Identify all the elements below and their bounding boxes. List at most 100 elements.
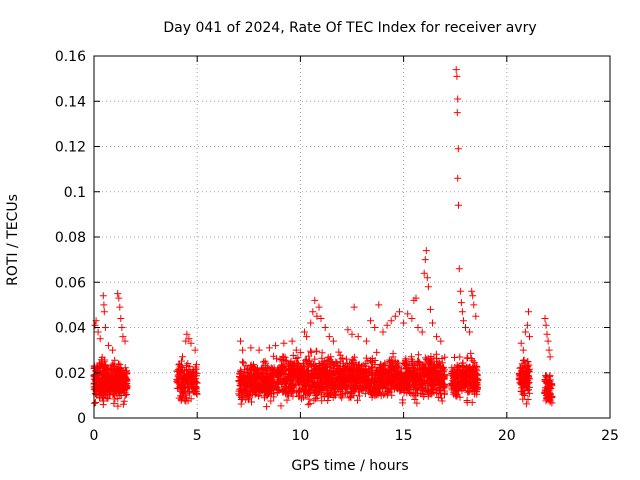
- data-point: [111, 388, 119, 396]
- data-point: [342, 372, 350, 380]
- data-point: [543, 330, 551, 338]
- data-point: [329, 337, 337, 345]
- data-point: [348, 360, 356, 368]
- data-point: [278, 367, 286, 375]
- data-point: [100, 371, 108, 379]
- data-point: [469, 292, 477, 300]
- data-point: [400, 319, 408, 327]
- data-point: [306, 386, 313, 393]
- data-point: [463, 398, 471, 406]
- data-point: [103, 372, 111, 380]
- data-point: [427, 390, 435, 398]
- data-point: [348, 330, 356, 338]
- data-point: [419, 376, 427, 384]
- data-point: [315, 360, 323, 367]
- data-point: [356, 376, 364, 384]
- data-point: [296, 392, 303, 400]
- data-point: [340, 364, 348, 372]
- data-point: [544, 390, 552, 398]
- data-point: [430, 354, 438, 362]
- data-point: [387, 317, 395, 325]
- data-point: [307, 319, 315, 327]
- data-point: [544, 337, 552, 345]
- data-point: [405, 386, 413, 394]
- data-point: [524, 396, 532, 403]
- data-point: [183, 330, 191, 338]
- data-point: [526, 333, 533, 341]
- data-point: [288, 380, 296, 388]
- data-point: [313, 347, 321, 355]
- data-point: [330, 389, 338, 397]
- data-point: [438, 394, 445, 402]
- data-point: [548, 392, 556, 400]
- data-point: [311, 355, 319, 363]
- data-point: [114, 380, 122, 387]
- data-point: [303, 391, 311, 399]
- data-point: [294, 362, 302, 370]
- data-point: [324, 397, 332, 404]
- data-point: [542, 321, 550, 329]
- data-point: [414, 351, 422, 359]
- data-point: [347, 378, 355, 385]
- data-point: [114, 402, 122, 410]
- data-point: [338, 354, 346, 362]
- data-point: [350, 303, 358, 311]
- data-point: [251, 374, 259, 382]
- data-point: [186, 363, 194, 371]
- data-point: [410, 381, 418, 389]
- data-point: [407, 390, 415, 398]
- data-point: [120, 397, 128, 405]
- data-point: [306, 400, 314, 408]
- y-tick-label: 0.02: [55, 366, 86, 382]
- data-point: [455, 201, 462, 209]
- data-point: [272, 342, 280, 350]
- data-point: [288, 337, 296, 345]
- data-point: [456, 287, 464, 295]
- data-point: [410, 367, 418, 375]
- data-point: [288, 388, 296, 396]
- data-point: [111, 356, 119, 364]
- data-point: [245, 387, 253, 395]
- data-point: [373, 348, 381, 356]
- data-point: [121, 337, 129, 345]
- data-point: [282, 371, 290, 378]
- data-point: [120, 373, 128, 380]
- data-point: [448, 386, 456, 394]
- data-points: [90, 66, 556, 411]
- data-point: [354, 396, 361, 404]
- data-point: [179, 353, 186, 361]
- data-point: [273, 383, 281, 391]
- y-tick-label: 0.08: [55, 230, 86, 246]
- y-tick-label: 0.06: [55, 275, 86, 291]
- data-point: [109, 374, 116, 382]
- data-point: [191, 346, 199, 354]
- data-point: [375, 301, 383, 309]
- data-point: [381, 369, 389, 377]
- data-point: [368, 393, 376, 401]
- data-point: [399, 399, 407, 407]
- data-point: [402, 355, 410, 363]
- data-point: [269, 367, 277, 375]
- data-point: [454, 364, 462, 371]
- data-point: [324, 353, 332, 361]
- data-point: [441, 371, 449, 379]
- data-point: [177, 396, 185, 404]
- data-point: [293, 359, 301, 367]
- data-point: [289, 352, 297, 359]
- data-point: [404, 374, 412, 381]
- data-point: [458, 368, 466, 376]
- data-point: [179, 393, 187, 401]
- data-point: [343, 385, 351, 393]
- data-point: [404, 310, 412, 318]
- data-point: [429, 319, 436, 327]
- data-point: [408, 315, 416, 322]
- data-point: [406, 366, 414, 374]
- data-point: [318, 386, 326, 394]
- data-point: [237, 337, 244, 345]
- data-point: [277, 402, 285, 410]
- data-point: [247, 344, 255, 352]
- data-point: [187, 339, 195, 347]
- data-point: [338, 371, 346, 379]
- data-point: [387, 357, 395, 365]
- data-point: [242, 379, 250, 387]
